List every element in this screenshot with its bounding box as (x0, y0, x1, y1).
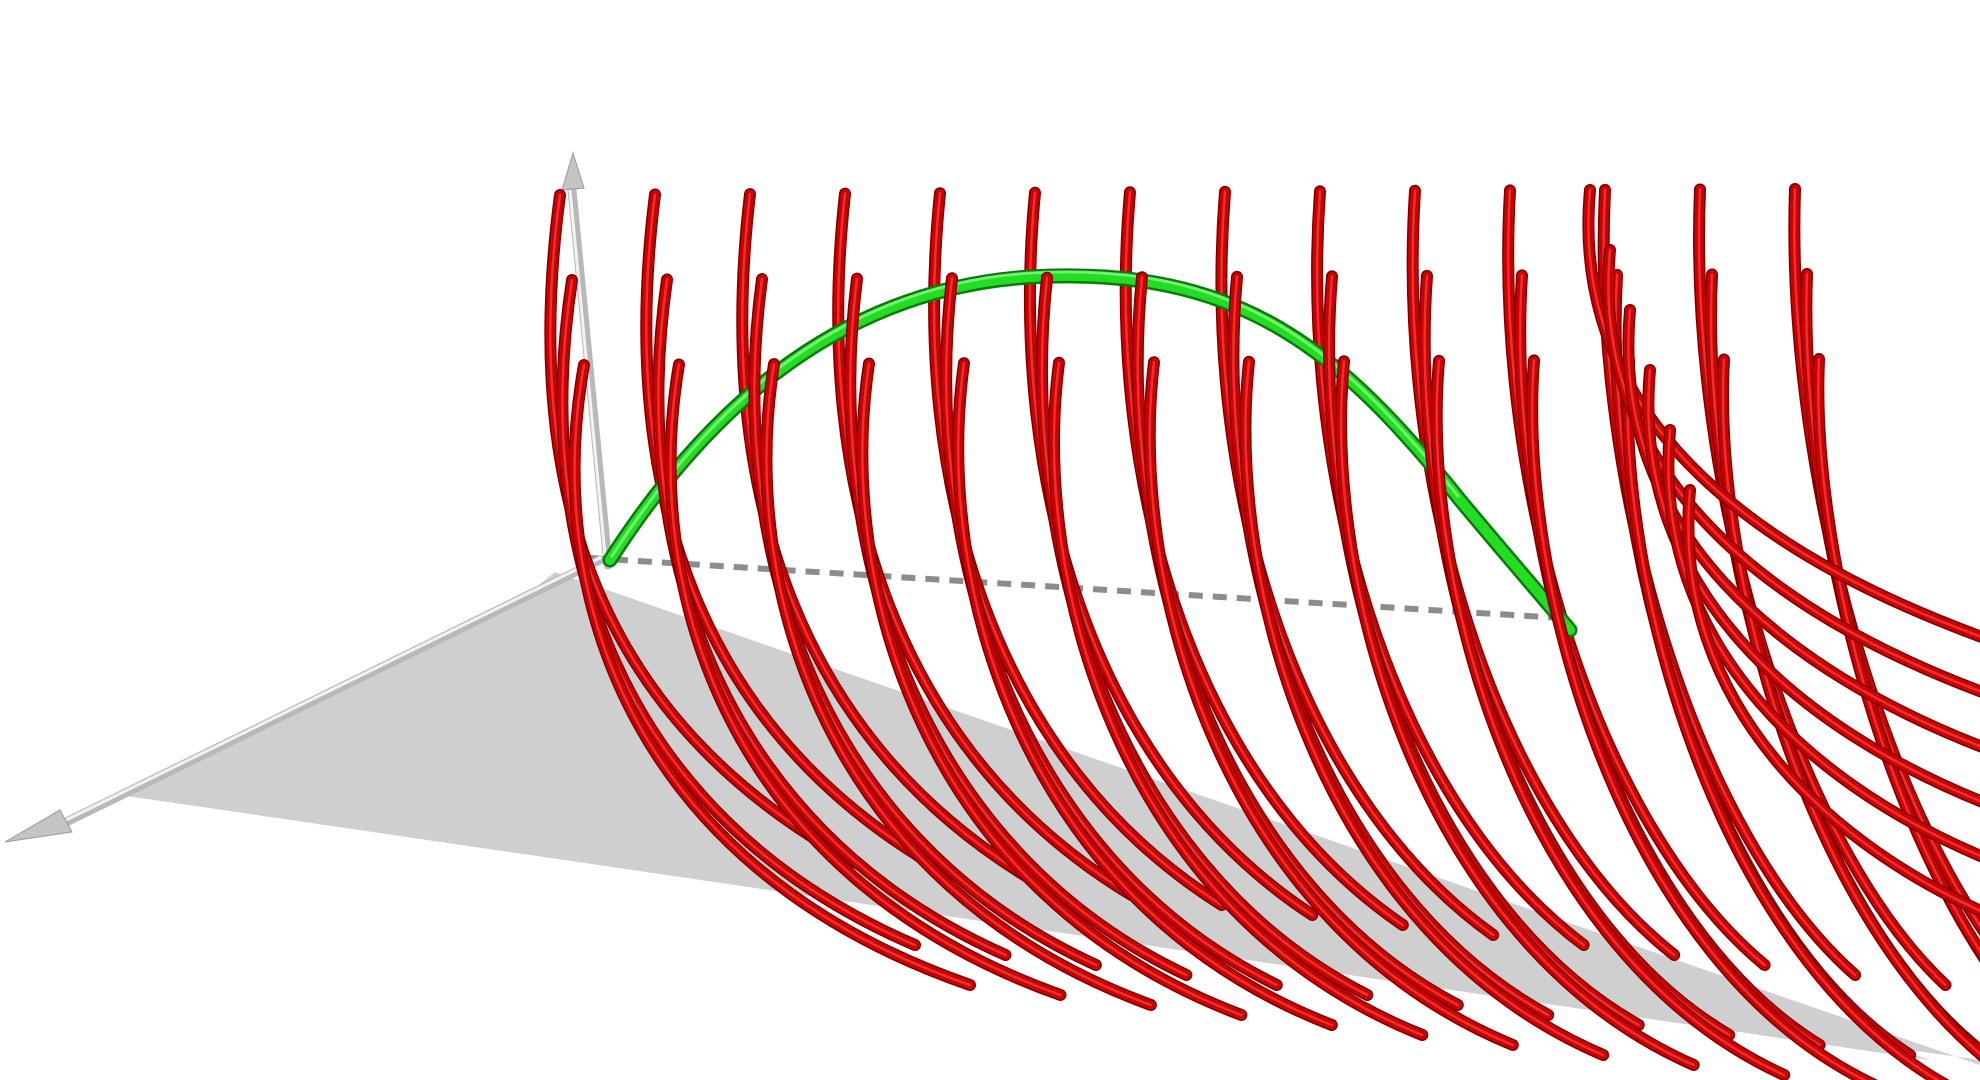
field-line-r1-c2 (640, 188, 957, 881)
field-line-r3-c3 (760, 358, 1157, 1011)
horizontal-axis-arrowhead (4, 809, 73, 843)
field-line-r3-c12 (1621, 353, 1950, 1080)
field-lines-front (556, 184, 1980, 1080)
field-line-r3-c10 (1430, 354, 1791, 1080)
field-line-r3-c9 (1335, 355, 1700, 1071)
field-line-tail-6 (1682, 484, 1980, 918)
field-line-r3-c11 (1526, 354, 1878, 1080)
field-line-r3-c7 (1143, 356, 1519, 1051)
field-line-tail-2 (1602, 244, 1980, 698)
field-line-r3-c8 (1239, 355, 1610, 1061)
field-line-r1-c1 (544, 189, 866, 871)
field-line-r1-c3 (736, 188, 1047, 891)
vertical-axis (561, 151, 613, 570)
field-line-tail-3 (1622, 304, 1980, 753)
field-line-r3-c13 (1717, 353, 1980, 1062)
field-line-r3-c14 (1812, 353, 1980, 962)
field-line-tail-4 (1642, 364, 1980, 808)
field-line-tail-5 (1662, 424, 1980, 863)
horizontal-axis (4, 555, 605, 843)
field-lines-back (544, 183, 1980, 991)
field-line-r1-c7 (1119, 186, 1409, 931)
field-line-r1-c4 (832, 187, 1138, 901)
vertical-axis-arrowhead (561, 151, 585, 191)
field-line-r3-c2 (664, 358, 1067, 1001)
field-line-r1-c6 (1024, 186, 1319, 921)
field-line-r3-c4 (856, 357, 1248, 1021)
field-line-r1-c5 (928, 187, 1228, 911)
field-line-r3-c5 (952, 357, 1338, 1031)
field-line-tail-1 (1582, 184, 1980, 643)
ground-plane-lower (120, 590, 1930, 1060)
field-line-r3-c6 (1048, 356, 1429, 1041)
field-line-r3-c1 (568, 359, 976, 991)
